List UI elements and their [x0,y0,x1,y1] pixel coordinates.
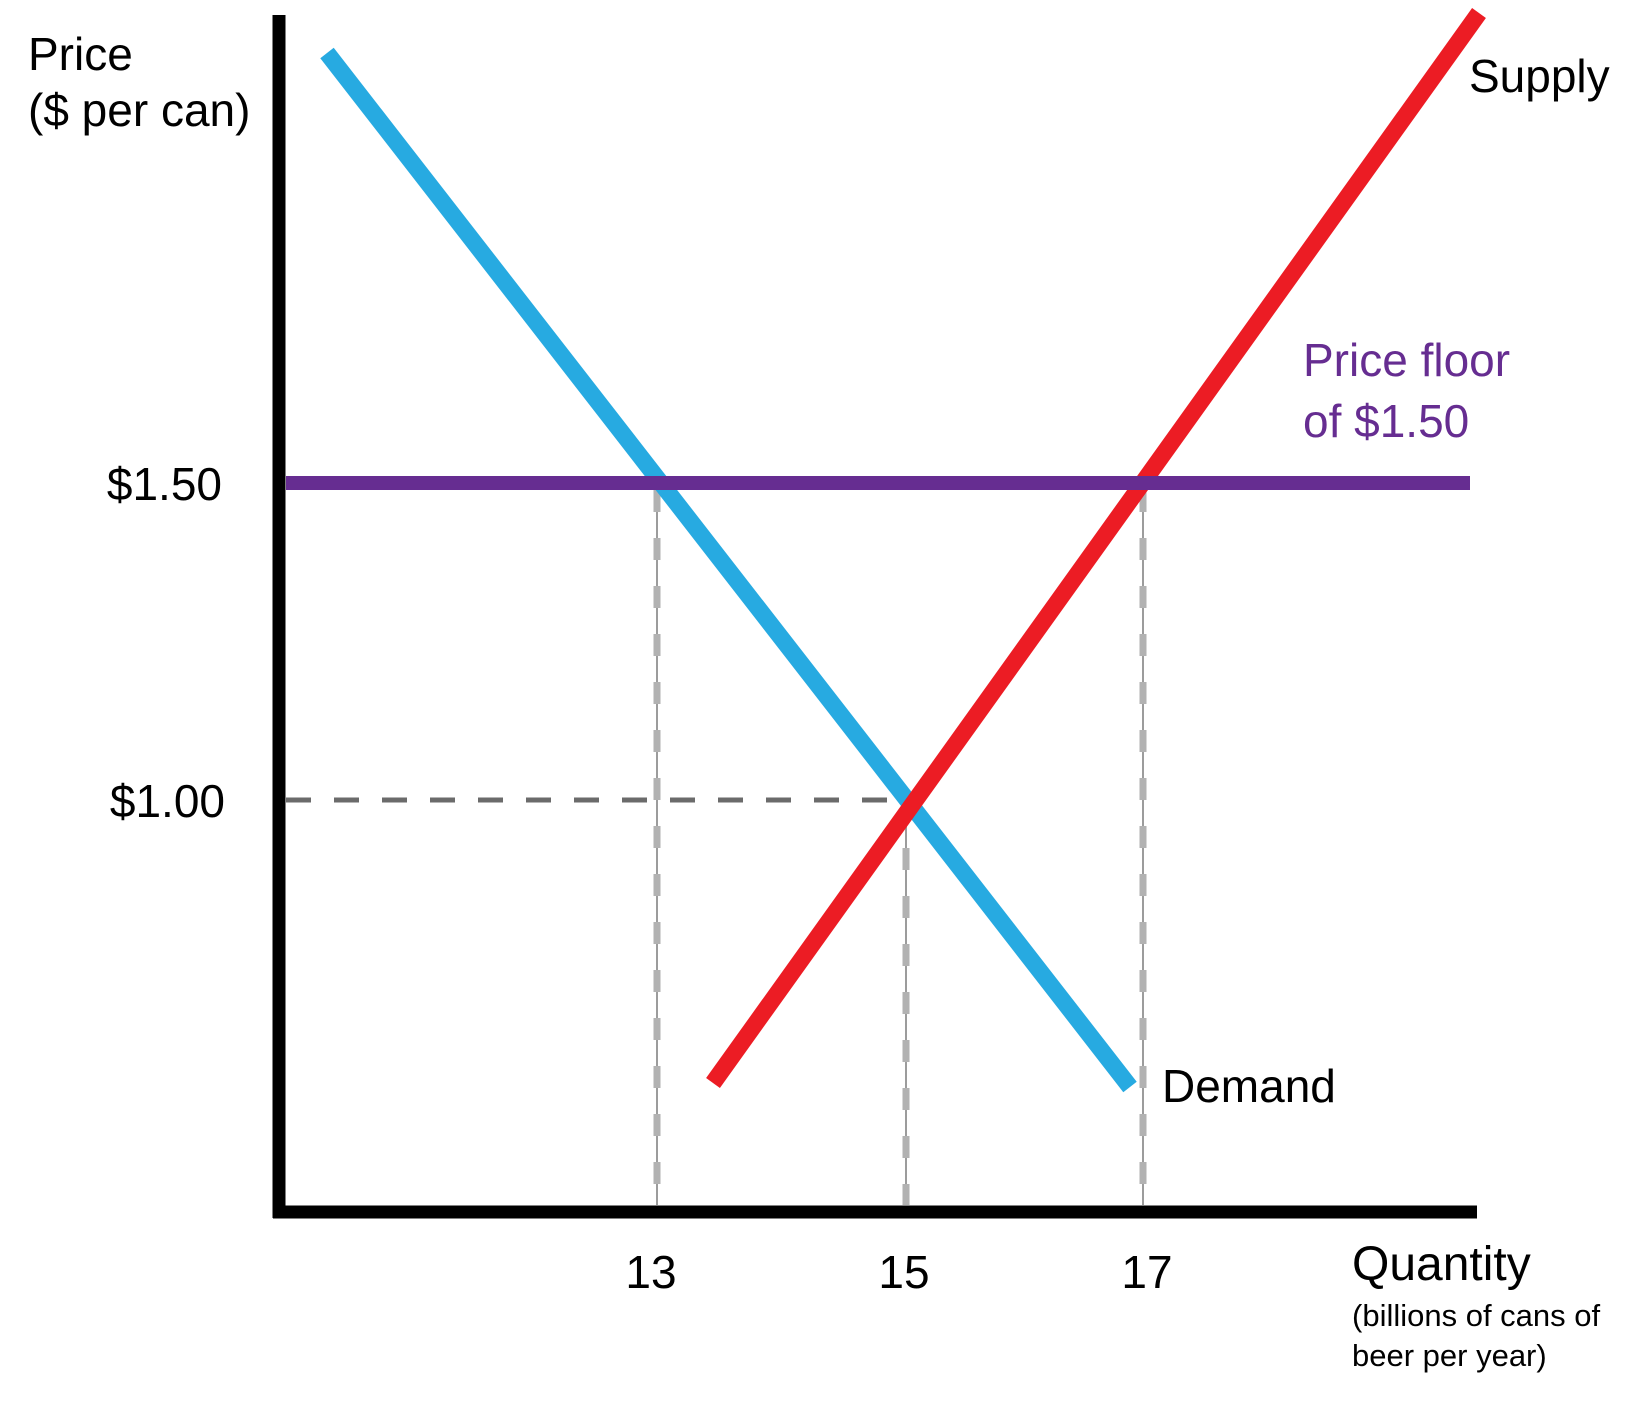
y-tick-1-00: $1.00 [109,775,225,827]
supply-series-label: Supply [1469,50,1610,102]
demand-curve [320,47,1137,1093]
x-tick-15: 15 [878,1246,930,1298]
supply-curve [706,8,1486,1088]
price-floor-label: Price floor of $1.50 [1303,334,1511,447]
y-axis-title: Price ($ per can) [28,28,251,137]
x-tick-17: 17 [1121,1246,1173,1298]
x-axis-subtitle: (billions of cans of beer per year) [1352,1298,1601,1373]
demand-series-label: Demand [1162,1060,1336,1112]
y-tick-1-50: $1.50 [106,458,222,510]
x-axis-title: Quantity [1352,1238,1531,1291]
x-tick-13: 13 [625,1246,677,1298]
